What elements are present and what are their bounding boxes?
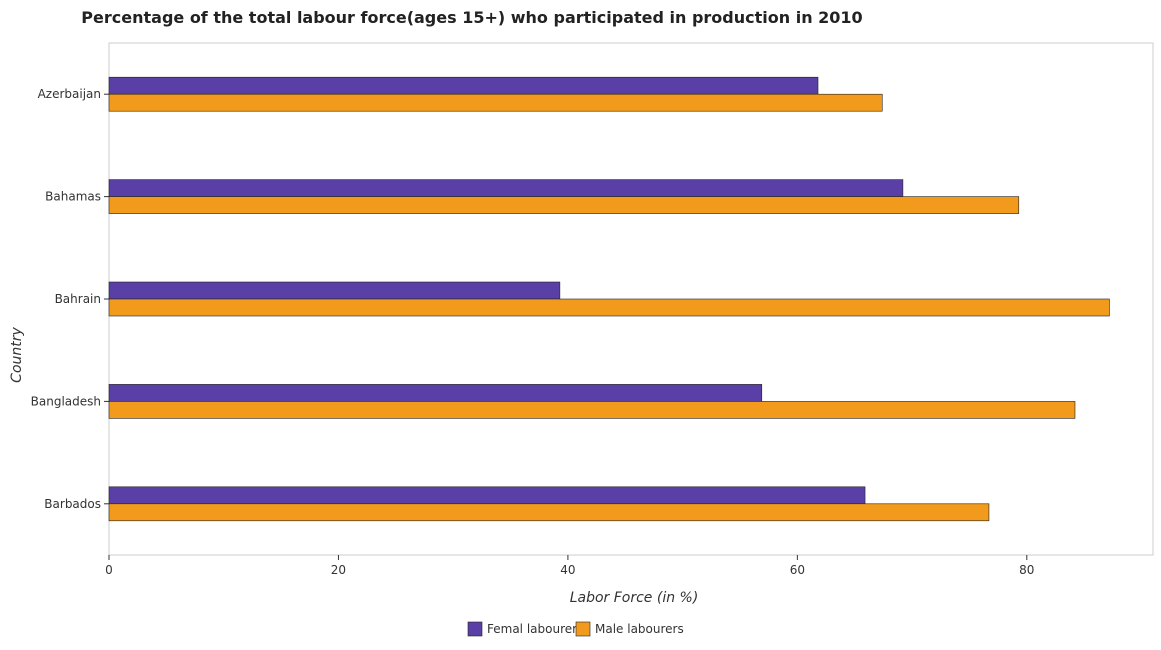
bar-male-barbados [108, 503, 990, 522]
x-tick-label: 40 [560, 563, 575, 577]
bar-male-bahamas [108, 196, 1020, 214]
x-axis-label: Labor Force (in %) [570, 590, 699, 606]
x-tick-label: 20 [331, 563, 346, 577]
legend-label-male: Male labourers [595, 622, 684, 636]
y-tick-label: Barbados [44, 497, 101, 511]
bar-female-bahamas [108, 179, 904, 197]
x-tick-label: 60 [790, 563, 805, 577]
bar-female-bahrain [108, 281, 561, 300]
bar-male-azerbaijan [108, 93, 883, 112]
legend-label-female: Femal labourers [487, 622, 583, 636]
bar-male-bahrain [108, 298, 1110, 317]
legend-swatch-female [467, 621, 483, 637]
x-tick-label: 80 [1019, 563, 1034, 577]
y-tick-label: Bahrain [55, 292, 101, 306]
x-tick-label: 0 [105, 563, 113, 577]
chart-title: Percentage of the total labour force(age… [81, 8, 862, 27]
y-tick-label: Bahamas [45, 190, 101, 204]
y-tick-label: Bangladesh [31, 394, 101, 408]
bar-female-barbados [108, 486, 866, 505]
bar-female-bangladesh [108, 384, 763, 402]
bar-female-azerbaijan [108, 76, 819, 95]
y-tick-label: Azerbaijan [38, 87, 101, 101]
y-axis-label: Country [9, 326, 25, 382]
legend-swatch-male [575, 621, 591, 637]
bar-male-bangladesh [108, 401, 1076, 419]
